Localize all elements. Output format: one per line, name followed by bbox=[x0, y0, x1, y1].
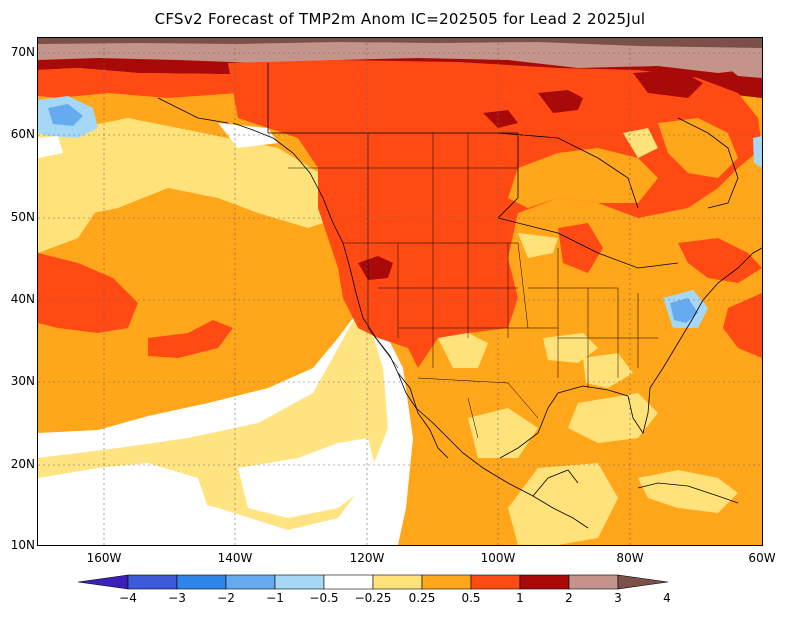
political-borders bbox=[288, 133, 658, 439]
colorbar-label-5: −0.25 bbox=[354, 591, 392, 605]
lat-lon-grid bbox=[38, 38, 762, 545]
yellow-patch-west bbox=[38, 208, 98, 253]
lat-label-70n: 70N bbox=[10, 45, 35, 59]
yellow-central-america bbox=[508, 463, 618, 545]
colorbar-swatch-8 bbox=[470, 574, 521, 590]
lon-label-120w: 120W bbox=[349, 551, 385, 565]
colorbar-label-4: −0.5 bbox=[309, 591, 339, 605]
colorbar-swatch-6 bbox=[372, 574, 423, 590]
red-patch-new-england bbox=[678, 238, 762, 283]
colorbar-swatch-max bbox=[617, 574, 669, 590]
colorbar-label-3: −1 bbox=[266, 591, 284, 605]
red-patch-atlantic bbox=[723, 293, 762, 358]
white-patch-baja bbox=[238, 438, 378, 518]
lon-label-140w: 140W bbox=[217, 551, 253, 565]
colorbar-label-6: 0.25 bbox=[408, 591, 436, 605]
yellow-patch-southeast bbox=[583, 353, 633, 388]
blue-patch-atlantic bbox=[670, 298, 698, 323]
yellow-patch-midwest bbox=[518, 233, 558, 258]
yellow-patch-mexico bbox=[468, 408, 538, 458]
dark-red-spot-northeast bbox=[633, 70, 703, 98]
yellow-north-pacific bbox=[38, 118, 338, 228]
colorbar-swatch-2 bbox=[176, 574, 227, 590]
colorbar-swatch-4 bbox=[274, 574, 325, 590]
brown-arctic-band bbox=[38, 38, 762, 48]
light-blue-patch-east bbox=[753, 136, 762, 168]
tan-patch-northeast bbox=[718, 48, 762, 78]
lat-label-10n: 10N bbox=[10, 538, 35, 552]
lat-label-60n: 60N bbox=[10, 127, 35, 141]
lat-label-50n: 50N bbox=[10, 210, 35, 224]
colorbar-swatch-10 bbox=[568, 574, 619, 590]
colorbar-swatch-9 bbox=[519, 574, 570, 590]
lat-label-30n: 30N bbox=[10, 374, 35, 388]
yellow-patch-south-central bbox=[543, 333, 598, 363]
lon-label-80w: 80W bbox=[616, 551, 644, 565]
lon-label-100w: 100W bbox=[480, 551, 516, 565]
white-patch-gulf-of-alaska bbox=[218, 123, 278, 148]
lat-label-20n: 20N bbox=[10, 457, 35, 471]
yellow-patch-southwest bbox=[438, 333, 488, 368]
colorbar-swatch-7 bbox=[421, 574, 472, 590]
lon-label-160w: 160W bbox=[86, 551, 122, 565]
dark-red-spot-center bbox=[483, 110, 518, 128]
yellow-caribbean bbox=[638, 470, 738, 513]
anomaly-map bbox=[37, 37, 763, 546]
lat-label-40n: 40N bbox=[10, 292, 35, 306]
colorbar-label-2: −2 bbox=[217, 591, 235, 605]
yellow-patch-gulf bbox=[568, 393, 658, 443]
white-patch-alaska bbox=[38, 136, 63, 158]
colorbar-label-0: −4 bbox=[119, 591, 137, 605]
blue-patch-alaska bbox=[48, 104, 83, 126]
colorbar bbox=[78, 574, 669, 590]
tan-arctic-band bbox=[38, 38, 762, 73]
colorbar-label-10: 3 bbox=[614, 591, 622, 605]
yellow-patch-labrador bbox=[623, 128, 658, 158]
colorbar-label-1: −3 bbox=[168, 591, 186, 605]
colorbar-swatch-5 bbox=[323, 574, 374, 590]
colorbar-label-8: 1 bbox=[516, 591, 524, 605]
red-arctic-band-west bbox=[38, 68, 288, 98]
colorbar-swatch-min bbox=[78, 574, 129, 590]
orange-patch-labrador bbox=[658, 118, 738, 178]
white-patch-pacific bbox=[38, 463, 208, 523]
red-patch-great-lakes bbox=[558, 223, 603, 273]
red-patch-pacific-1 bbox=[38, 253, 138, 333]
colorbar-swatch-3 bbox=[225, 574, 276, 590]
orange-patch-hudson bbox=[508, 148, 658, 208]
colorbar-label-9: 2 bbox=[565, 591, 573, 605]
colorbar-label-7: 0.5 bbox=[461, 591, 481, 605]
lon-label-60w: 60W bbox=[748, 551, 776, 565]
colorbar-swatch-1 bbox=[127, 574, 178, 590]
red-patch-pacific-2 bbox=[148, 320, 233, 358]
colorbar-label-11: 4 bbox=[663, 591, 671, 605]
dark-red-spot-north bbox=[538, 90, 583, 113]
map-canvas bbox=[38, 38, 762, 545]
chart-title: CFSv2 Forecast of TMP2m Anom IC=202505 f… bbox=[154, 10, 646, 28]
coastlines bbox=[157, 63, 762, 529]
